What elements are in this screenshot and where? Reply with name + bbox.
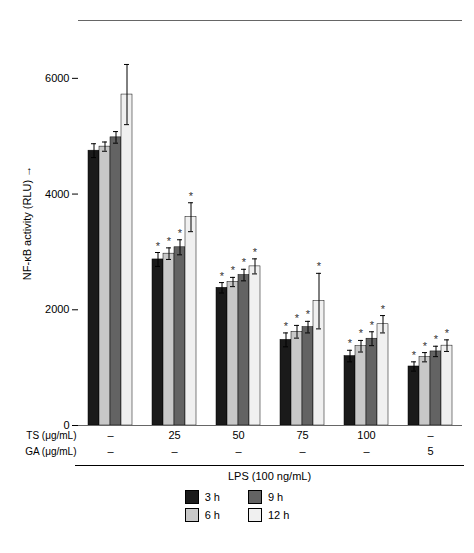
svg-text:4000: 4000 bbox=[45, 188, 69, 200]
html-text:LPS (100 ng/mL): LPS (100 ng/mL) bbox=[227, 470, 312, 482]
svg-text:100: 100 bbox=[357, 429, 375, 441]
svg-text:GA (μg/mL): GA (μg/mL) bbox=[25, 446, 76, 457]
svg-text:25: 25 bbox=[168, 429, 180, 441]
html-text:6 h: 6 h bbox=[204, 509, 220, 521]
svg-text:*: * bbox=[295, 312, 300, 324]
svg-text:–: – bbox=[363, 445, 370, 457]
svg-text:*: * bbox=[306, 308, 311, 320]
svg-text:*: * bbox=[242, 256, 247, 268]
svg-text:–: – bbox=[107, 429, 114, 441]
svg-text:*: * bbox=[348, 337, 353, 349]
svg-text:*: * bbox=[445, 327, 450, 339]
svg-text:50: 50 bbox=[232, 429, 244, 441]
svg-text:*: * bbox=[220, 270, 225, 282]
svg-text:*: * bbox=[167, 235, 172, 247]
html-text:9 h: 9 h bbox=[267, 491, 284, 503]
html-text:12 h: 12 h bbox=[267, 509, 290, 521]
svg-text:2000: 2000 bbox=[45, 303, 69, 315]
svg-text:*: * bbox=[370, 319, 375, 331]
svg-text:5: 5 bbox=[427, 445, 433, 457]
svg-text:–: – bbox=[299, 445, 306, 457]
html-text:3 h: 3 h bbox=[204, 491, 220, 503]
svg-text:TS (μg/mL): TS (μg/mL) bbox=[26, 430, 76, 441]
svg-text:*: * bbox=[156, 240, 161, 252]
svg-text:–: – bbox=[427, 429, 434, 441]
svg-text:*: * bbox=[412, 349, 417, 361]
svg-text:*: * bbox=[231, 264, 236, 276]
svg-text:–: – bbox=[107, 445, 114, 457]
svg-text:*: * bbox=[178, 227, 183, 239]
svg-text:*: * bbox=[189, 190, 194, 202]
svg-text:*: * bbox=[434, 333, 439, 345]
svg-text:–: – bbox=[235, 445, 242, 457]
svg-text:–: – bbox=[171, 445, 178, 457]
svg-text:0: 0 bbox=[63, 419, 70, 431]
svg-text:*: * bbox=[359, 327, 364, 339]
svg-text:*: * bbox=[253, 246, 258, 258]
svg-text:75: 75 bbox=[296, 429, 308, 441]
svg-text:*: * bbox=[284, 320, 289, 332]
svg-text:*: * bbox=[423, 340, 428, 352]
svg-text:6000: 6000 bbox=[45, 72, 69, 84]
svg-text:NF-κB activity (RLU) →: NF-κB activity (RLU) → bbox=[21, 166, 33, 280]
svg-text:*: * bbox=[381, 303, 386, 315]
svg-text:*: * bbox=[317, 260, 322, 272]
